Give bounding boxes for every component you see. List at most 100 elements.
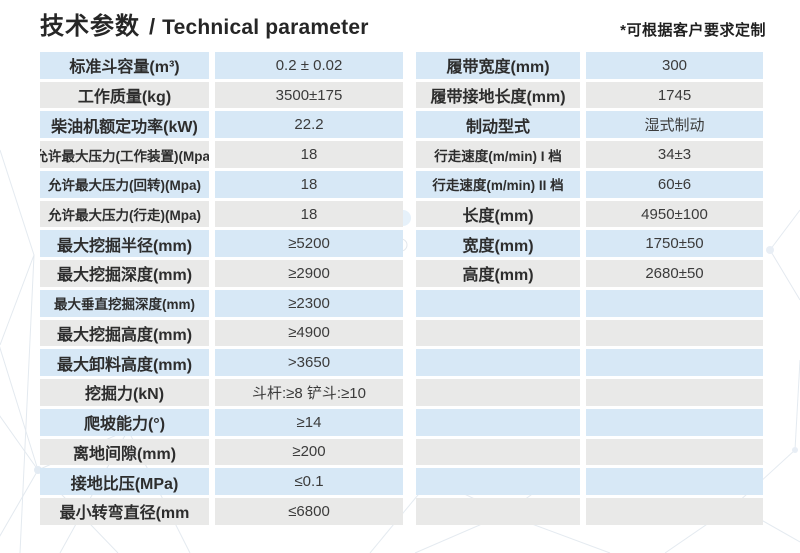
- table-row: 爬坡能力(°) ≥14: [40, 408, 403, 436]
- table-row: [416, 468, 763, 495]
- param-label-cell: [416, 379, 580, 406]
- table-row: 行走速度(m/min) II 档 60±6: [416, 170, 763, 198]
- spec-table-left: 标准斗容量(m³) 0.2 ± 0.02 工作质量(kg) 3500±175 柴油机额定…: [40, 52, 403, 528]
- param-label-cell: [416, 289, 580, 317]
- table-row: 离地间隙(mm) ≥200: [40, 438, 403, 466]
- param-value-cell: ≥200: [215, 438, 403, 466]
- param-value-cell: ≤0.1: [215, 468, 403, 495]
- param-label-cell: 最大挖掘高度(mm): [40, 319, 209, 347]
- param-label-cell: [416, 438, 580, 466]
- param-label-cell: 最大挖掘深度(mm): [40, 260, 209, 287]
- param-value-cell: 1745: [586, 81, 763, 109]
- param-value-cell: [586, 379, 763, 406]
- table-row: 制动型式 湿式制动: [416, 111, 763, 139]
- param-label-cell: 长度(mm): [416, 200, 580, 228]
- table-row: 挖掘力(kN) 斗杆:≥8 铲斗:≥10: [40, 379, 403, 406]
- param-label-cell: 标准斗容量(m³): [40, 52, 209, 79]
- param-label-cell: 允许最大压力(回转)(Mpa): [40, 170, 209, 198]
- table-row: 允许最大压力(回转)(Mpa) 18: [40, 170, 403, 198]
- param-label-cell: 允许最大压力(工作装置)(Mpa): [40, 141, 209, 168]
- param-label-cell: 最大卸料高度(mm): [40, 349, 209, 377]
- param-value-cell: 60±6: [586, 170, 763, 198]
- param-value-cell: ≥2900: [215, 260, 403, 287]
- table-row: 最小转弯直径(mm ≤6800: [40, 498, 403, 525]
- param-value-cell: 22.2: [215, 111, 403, 139]
- table-row: 允许最大压力(行走)(Mpa) 18: [40, 200, 403, 228]
- spec-table-right: 履带宽度(mm) 300 履带接地长度(mm) 1745 制动型式 湿式制动 行走速度(m/…: [416, 52, 763, 528]
- table-row: 最大挖掘深度(mm) ≥2900: [40, 260, 403, 287]
- param-value-cell: [586, 319, 763, 347]
- param-value-cell: 18: [215, 141, 403, 168]
- customization-note: *可根据客户要求定制: [620, 22, 766, 39]
- table-row: 柴油机额定功率(kW) 22.2: [40, 111, 403, 139]
- param-value-cell: 1750±50: [586, 230, 763, 258]
- page-title-english: Technical parameter: [162, 16, 369, 39]
- param-label-cell: 接地比压(MPa): [40, 468, 209, 495]
- param-value-cell: ≥14: [215, 408, 403, 436]
- table-row: 行走速度(m/min) I 档 34±3: [416, 141, 763, 168]
- param-label-cell: 履带接地长度(mm): [416, 81, 580, 109]
- param-label-cell: [416, 468, 580, 495]
- table-row: 工作质量(kg) 3500±175: [40, 81, 403, 109]
- param-label-cell: 挖掘力(kN): [40, 379, 209, 406]
- param-label-cell: 行走速度(m/min) II 档: [416, 170, 580, 198]
- param-value-cell: 2680±50: [586, 260, 763, 287]
- table-row: 最大挖掘高度(mm) ≥4900: [40, 319, 403, 347]
- table-row: 标准斗容量(m³) 0.2 ± 0.02: [40, 52, 403, 79]
- param-value-cell: [586, 438, 763, 466]
- param-label-cell: [416, 349, 580, 377]
- param-value-cell: 湿式制动: [586, 111, 763, 139]
- param-value-cell: 34±3: [586, 141, 763, 168]
- param-label-cell: 离地间隙(mm): [40, 438, 209, 466]
- param-label-cell: 最大垂直挖掘深度(mm): [40, 289, 209, 317]
- param-label-cell: 制动型式: [416, 111, 580, 139]
- table-row: 长度(mm) 4950±100: [416, 200, 763, 228]
- param-label-cell: 允许最大压力(行走)(Mpa): [40, 200, 209, 228]
- param-value-cell: 斗杆:≥8 铲斗:≥10: [215, 379, 403, 406]
- table-row: 高度(mm) 2680±50: [416, 260, 763, 287]
- table-row: 最大垂直挖掘深度(mm) ≥2300: [40, 289, 403, 317]
- param-value-cell: 18: [215, 170, 403, 198]
- param-value-cell: [586, 289, 763, 317]
- table-row: 宽度(mm) 1750±50: [416, 230, 763, 258]
- table-row: [416, 438, 763, 466]
- param-label-cell: 高度(mm): [416, 260, 580, 287]
- param-value-cell: ≥4900: [215, 319, 403, 347]
- param-value-cell: ≥5200: [215, 230, 403, 258]
- table-row: [416, 289, 763, 317]
- table-row: [416, 319, 763, 347]
- table-row: 接地比压(MPa) ≤0.1: [40, 468, 403, 495]
- param-value-cell: >3650: [215, 349, 403, 377]
- param-value-cell: 0.2 ± 0.02: [215, 52, 403, 79]
- param-label-cell: 爬坡能力(°): [40, 408, 209, 436]
- param-value-cell: 18: [215, 200, 403, 228]
- param-value-cell: 300: [586, 52, 763, 79]
- table-row: 最大卸料高度(mm) >3650: [40, 349, 403, 377]
- param-value-cell: [586, 468, 763, 495]
- param-label-cell: 最小转弯直径(mm: [40, 498, 209, 525]
- table-row: [416, 379, 763, 406]
- table-row: [416, 498, 763, 525]
- param-label-cell: 履带宽度(mm): [416, 52, 580, 79]
- param-label-cell: 行走速度(m/min) I 档: [416, 141, 580, 168]
- param-label-cell: 工作质量(kg): [40, 81, 209, 109]
- param-label-cell: [416, 319, 580, 347]
- param-label-cell: 最大挖掘半径(mm): [40, 230, 209, 258]
- param-value-cell: ≤6800: [215, 498, 403, 525]
- param-value-cell: ≥2300: [215, 289, 403, 317]
- page-title: 技术参数 / Technical parameter: [40, 6, 369, 41]
- param-value-cell: 3500±175: [215, 81, 403, 109]
- table-row: [416, 408, 763, 436]
- page-title-separator: /: [149, 14, 156, 39]
- table-row: 履带接地长度(mm) 1745: [416, 81, 763, 109]
- param-label-cell: 柴油机额定功率(kW): [40, 111, 209, 139]
- table-row: 最大挖掘半径(mm) ≥5200: [40, 230, 403, 258]
- param-value-cell: [586, 498, 763, 525]
- param-label-cell: [416, 408, 580, 436]
- param-label-cell: 宽度(mm): [416, 230, 580, 258]
- page-title-chinese: 技术参数: [40, 13, 140, 40]
- table-row: [416, 349, 763, 377]
- param-value-cell: 4950±100: [586, 200, 763, 228]
- param-value-cell: [586, 349, 763, 377]
- table-row: 允许最大压力(工作装置)(Mpa) 18: [40, 141, 403, 168]
